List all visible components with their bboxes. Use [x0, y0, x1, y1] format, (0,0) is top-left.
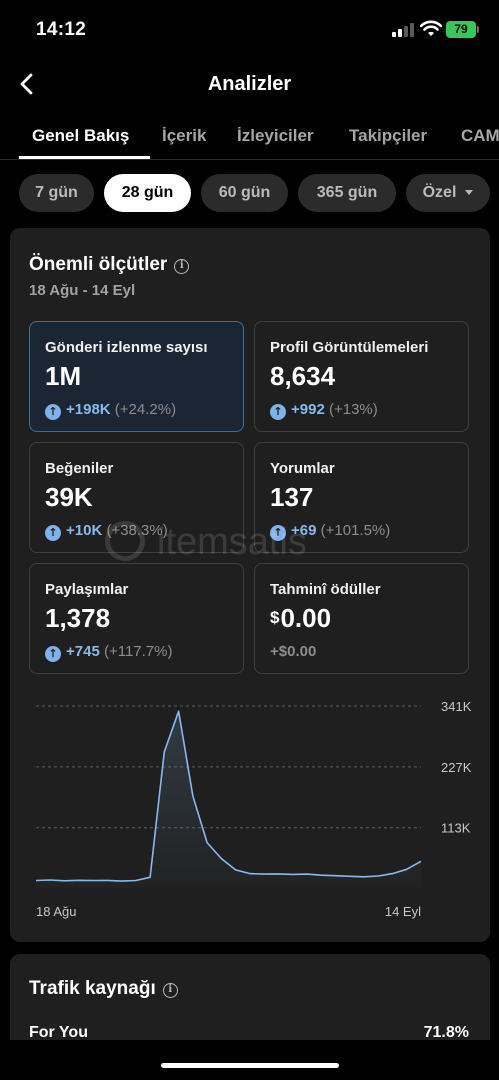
metric-tile-estimated-rewards[interactable]: Tahminî ödüller $0.00 +$0.00: [254, 563, 469, 674]
traffic-source-heading: Trafik kaynağı i: [29, 978, 178, 1000]
metric-tile-shares[interactable]: Paylaşımlar 1,378 ↑ +745 (+117.7%): [29, 563, 244, 674]
metric-change: +$0.00: [270, 643, 316, 660]
traffic-value: 71.8%: [423, 1024, 469, 1041]
battery-icon: 79: [446, 21, 476, 38]
info-icon[interactable]: i: [162, 983, 178, 998]
metric-change-pct: (+117.7%): [103, 643, 173, 660]
period-label: 60 gün: [218, 184, 271, 201]
chevron-down-icon: [465, 190, 474, 196]
x-tick-label: 14 Eyl: [385, 904, 421, 919]
metric-value: 39K: [45, 482, 93, 512]
period-60-days[interactable]: 60 gün: [201, 174, 288, 212]
period-label: 28 gün: [121, 184, 174, 201]
chart-area: [36, 711, 421, 888]
metric-change-abs: +992: [291, 401, 325, 418]
back-button[interactable]: [14, 70, 42, 98]
metric-value: $0.00: [270, 603, 331, 634]
metric-label: Gönderi izlenme sayısı: [45, 339, 208, 356]
cellular-signal-icon: [392, 23, 416, 37]
key-metrics-card: Önemli ölçütler i 18 Ağu - 14 Eyl Gönderi…: [10, 228, 490, 942]
arrow-up-icon: ↑: [45, 646, 61, 662]
status-bar: 14:12 79: [0, 0, 499, 58]
watermark-logo: [105, 521, 145, 561]
metric-label: Yorumlar: [270, 460, 335, 477]
metric-tile-comments[interactable]: Yorumlar 137 ↑ +69 (+101.5%): [254, 442, 469, 553]
page-title: Analizler: [207, 73, 292, 95]
period-label: 365 gün: [316, 184, 378, 201]
metric-label: Tahminî ödüller: [270, 581, 381, 598]
metric-change: ↑ +69 (+101.5%): [270, 522, 390, 541]
key-metrics-title: Önemli ölçütler: [29, 254, 168, 275]
arrow-up-icon: ↑: [45, 525, 61, 541]
metric-value: 137: [270, 482, 314, 512]
active-tab-indicator: [19, 156, 150, 159]
period-custom-dropdown[interactable]: Özel: [406, 174, 490, 212]
arrow-up-icon: ↑: [270, 404, 286, 420]
metric-change-pct: (+101.5%): [320, 522, 391, 539]
home-indicator: [161, 1063, 339, 1068]
views-line-chart[interactable]: 113K 227K 341K 18 Ağu 14 Eyl: [29, 694, 479, 924]
metric-change-abs: +10K: [66, 522, 103, 539]
status-time: 14:12: [36, 19, 87, 40]
metric-label: Profil Görüntülemeleri: [270, 339, 429, 356]
metric-value: 1,378: [45, 603, 111, 633]
period-365-days[interactable]: 365 gün: [298, 174, 396, 212]
metric-change-pct: (+24.2%): [114, 401, 177, 418]
metric-change-abs: +69: [291, 522, 317, 539]
x-tick-label: 18 Ağu: [36, 904, 77, 919]
metric-change-abs: +745: [66, 643, 100, 660]
metric-tile-post-views[interactable]: Gönderi izlenme sayısı 1M ↑ +198K (+24.2%…: [29, 321, 244, 432]
tab-content[interactable]: İçerik: [162, 126, 207, 145]
watermark: itemsatis: [105, 515, 395, 565]
metric-change-abs: +198K: [66, 401, 111, 418]
arrow-up-icon: ↑: [45, 404, 61, 420]
metric-value-number: 0.00: [280, 603, 332, 633]
arrow-up-icon: ↑: [270, 525, 286, 541]
wifi-icon: [420, 20, 442, 36]
metric-change: ↑ +992 (+13%): [270, 401, 378, 420]
tab-bar: Genel Bakış İçerik İzleyiciler Takipçile…: [0, 112, 499, 160]
battery-tip: [477, 26, 479, 33]
period-selector: 7 gün 28 gün 60 gün 365 gün Özel: [0, 174, 499, 214]
y-tick-label: 227K: [441, 760, 472, 775]
metric-change-pct: (+13%): [328, 401, 378, 418]
metric-tile-profile-views[interactable]: Profil Görüntülemeleri 8,634 ↑ +992 (+13%…: [254, 321, 469, 432]
metric-label: Paylaşımlar: [45, 581, 129, 598]
metric-label: Beğeniler: [45, 460, 114, 477]
traffic-label: For You: [29, 1024, 88, 1041]
y-tick-label: 341K: [441, 699, 472, 714]
metric-change: ↑ +198K (+24.2%): [45, 401, 176, 420]
tab-followers[interactable]: Takipçiler: [349, 126, 428, 145]
tab-cam[interactable]: CAM: [461, 126, 499, 145]
bottom-safe-area: [0, 1040, 499, 1080]
period-7-days[interactable]: 7 gün: [19, 174, 94, 212]
metric-change-abs: +$0.00: [270, 643, 317, 660]
currency-symbol: $: [270, 608, 280, 627]
period-28-days[interactable]: 28 gün: [104, 174, 191, 212]
period-label: Özel: [422, 184, 457, 201]
key-metrics-heading: Önemli ölçütler i: [29, 254, 190, 276]
nav-header: Analizler: [0, 58, 499, 110]
metric-change: ↑ +745 (+117.7%): [45, 643, 172, 662]
traffic-row: For You 71.8%: [29, 1024, 469, 1042]
traffic-source-title: Trafik kaynağı: [29, 978, 156, 999]
y-tick-label: 113K: [441, 821, 471, 836]
period-label: 7 gün: [35, 184, 78, 201]
tab-viewers[interactable]: İzleyiciler: [237, 126, 314, 145]
metric-value: 1M: [45, 361, 82, 391]
chart-series-line: [35, 710, 422, 882]
watermark-text: itemsatis: [157, 521, 307, 563]
metric-value: 8,634: [270, 361, 336, 391]
date-range: 18 Ağu - 14 Eyl: [29, 282, 136, 299]
tab-overview[interactable]: Genel Bakış: [32, 126, 130, 145]
info-icon[interactable]: i: [174, 259, 190, 274]
